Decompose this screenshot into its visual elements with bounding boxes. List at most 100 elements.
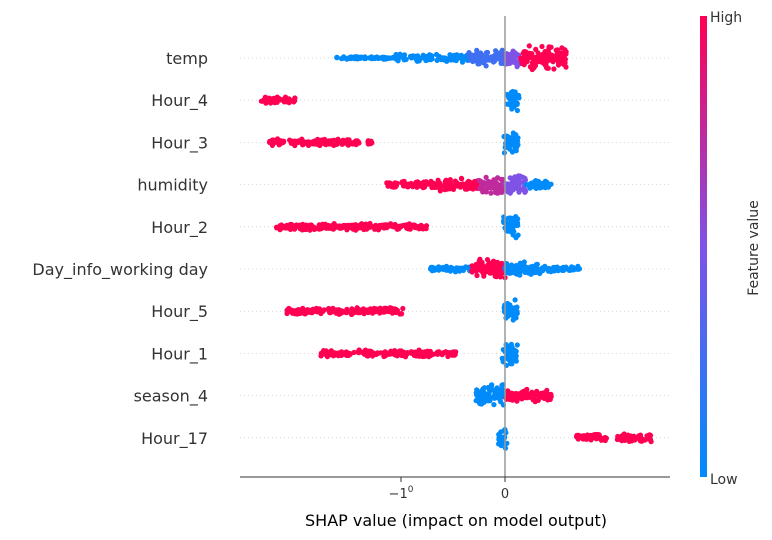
shap-dot	[505, 189, 511, 195]
shap-dot	[443, 177, 449, 183]
colorbar-high-label: High	[710, 10, 742, 26]
shap-dot	[489, 260, 495, 266]
shap-dot	[452, 269, 459, 275]
shap-dot	[507, 302, 513, 308]
shap-dot	[507, 348, 513, 354]
shap-dot	[358, 222, 364, 228]
shap-dot	[469, 263, 475, 269]
shap-dot	[632, 437, 638, 443]
shap-dot	[460, 181, 466, 187]
shap-dot	[317, 141, 323, 147]
x-tick-label: −10	[389, 485, 414, 502]
shap-dot	[306, 308, 312, 314]
shap-dot	[391, 184, 397, 190]
x-tick-label: 0	[501, 487, 509, 502]
shap-dot	[437, 188, 443, 194]
feature-label: Hour_4	[151, 91, 208, 111]
shap-dot	[345, 352, 352, 359]
shap-dot	[614, 436, 621, 443]
shap-dot	[506, 268, 512, 274]
shap-dot	[439, 56, 445, 63]
shap-dot	[510, 218, 516, 224]
shap-dot	[515, 222, 521, 228]
shap-dot	[384, 223, 391, 229]
shap-dot	[416, 353, 422, 359]
shap-dot	[480, 179, 486, 185]
shap-dot	[505, 138, 511, 144]
shap-dot	[408, 54, 414, 60]
shap-dot	[550, 59, 556, 65]
shap-dot	[375, 55, 381, 61]
shap-dot	[596, 433, 603, 439]
shap-dot	[517, 180, 523, 186]
shap-dot	[548, 53, 554, 60]
shap-dot	[514, 64, 520, 70]
shap-dot	[348, 55, 355, 62]
shap-dot	[305, 225, 312, 231]
shap-dot	[405, 181, 411, 187]
shap-dot	[292, 98, 298, 104]
shap-dot	[527, 264, 534, 270]
shap-dot	[507, 58, 513, 64]
shap-dot	[592, 431, 598, 438]
shap-dot	[584, 436, 590, 442]
shap-dot	[511, 229, 517, 235]
shap-dot	[442, 349, 448, 356]
shap-dot	[456, 265, 462, 272]
shap-dot	[339, 308, 345, 314]
shap-dot	[440, 266, 446, 272]
shap-dot	[378, 224, 385, 230]
shap-dot	[518, 262, 524, 268]
shap-dot	[337, 225, 343, 231]
shap-dot	[423, 179, 429, 185]
shap-dot	[389, 307, 395, 313]
shap-dot	[491, 402, 497, 408]
shap-dot	[479, 388, 485, 394]
shap-dot	[557, 53, 563, 59]
shap-dot	[426, 354, 432, 360]
feature-label: Hour_1	[151, 344, 208, 364]
shap-dot	[520, 391, 526, 397]
shap-dot	[505, 221, 511, 227]
shap-dot	[323, 142, 329, 148]
shap-dot	[533, 46, 539, 53]
shap-dot	[478, 58, 484, 64]
shap-dot	[553, 47, 560, 53]
shap-dot	[547, 267, 553, 273]
shap-dot	[547, 182, 553, 188]
shap-dot	[448, 179, 454, 186]
colorbar-low-label: Low	[710, 472, 738, 488]
shap-dot	[466, 50, 472, 56]
shap-dot	[311, 138, 317, 144]
shap-dot	[451, 182, 457, 189]
shap-dot	[469, 268, 475, 274]
shap-dot	[535, 269, 541, 275]
shap-dot	[399, 349, 405, 355]
shap-dot	[513, 315, 519, 321]
shap-dot	[369, 353, 376, 359]
shap-dot	[354, 55, 360, 61]
shap-dot	[537, 393, 543, 400]
shap-dot	[514, 309, 520, 315]
shap-dot	[295, 307, 302, 313]
shap-dot	[277, 223, 283, 229]
shap-dot	[492, 189, 498, 195]
shap-dot	[295, 139, 301, 145]
shap-dot	[480, 189, 486, 195]
feature-labels: temp Hour_4 Hour_3 humidity Hour_2 Day_info_w…	[32, 49, 208, 449]
shap-dot	[318, 308, 324, 314]
shap-dot	[427, 57, 434, 63]
shap-dot	[281, 139, 287, 145]
shap-dot	[314, 226, 320, 232]
shap-dot	[498, 270, 504, 276]
shap-dot	[468, 57, 474, 63]
shap-dot	[642, 437, 648, 443]
shap-dot	[498, 443, 504, 449]
shap-dot	[359, 349, 366, 355]
shap-dot	[492, 184, 498, 190]
shap-dot	[526, 43, 532, 49]
shap-dot	[394, 307, 400, 313]
shap-dot	[511, 104, 517, 110]
shap-dot	[375, 350, 381, 356]
